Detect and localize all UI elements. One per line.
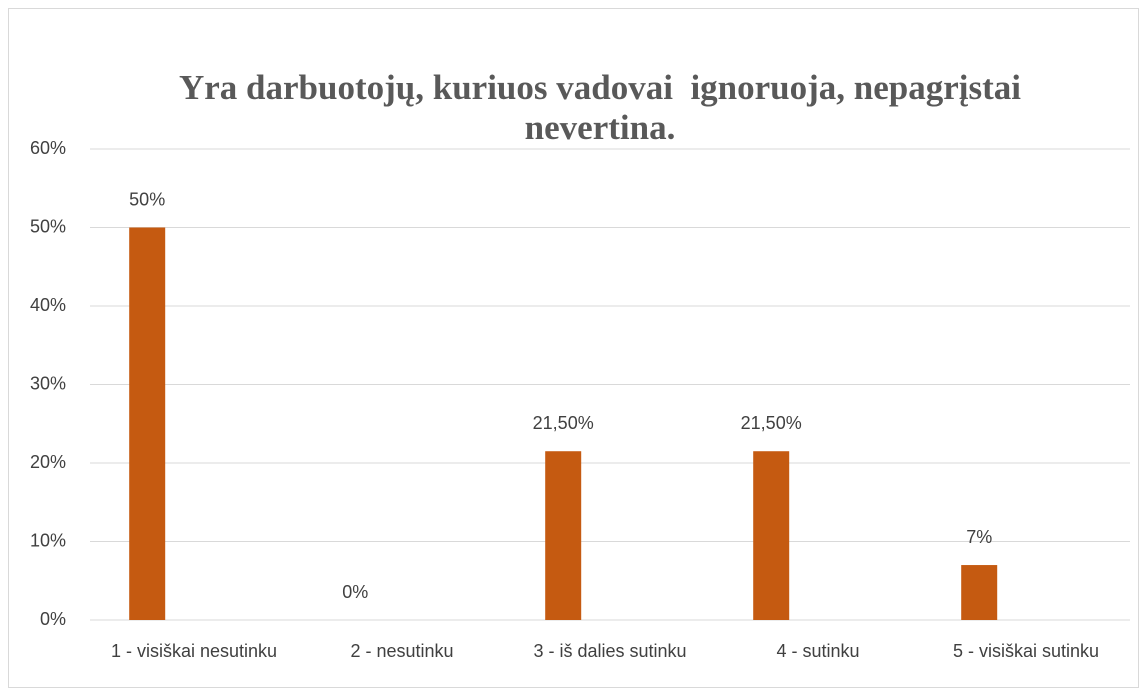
y-tick-label: 60% [30, 138, 66, 158]
y-tick-label: 10% [30, 530, 66, 550]
y-tick-label: 0% [40, 609, 66, 629]
y-tick-label: 20% [30, 452, 66, 472]
bar [961, 565, 998, 620]
data-label: 7% [966, 527, 992, 547]
x-tick-label: 3 - iš dalies sutinku [533, 641, 686, 661]
data-label: 50% [129, 189, 165, 209]
data-label: 21,50% [741, 413, 802, 433]
x-tick-label: 1 - visiškai nesutinku [111, 641, 277, 661]
bar [545, 451, 582, 620]
data-label: 21,50% [533, 413, 594, 433]
x-tick-label: 4 - sutinku [776, 641, 859, 661]
y-tick-label: 30% [30, 373, 66, 393]
bar [753, 451, 790, 620]
y-tick-label: 50% [30, 216, 66, 236]
x-tick-label: 5 - visiškai sutinku [953, 641, 1099, 661]
x-tick-label: 2 - nesutinku [350, 641, 453, 661]
chart-title: Yra darbuotojų, kuriuos vadovai ignoruoj… [178, 68, 1030, 147]
bar [129, 227, 166, 620]
y-tick-label: 40% [30, 295, 66, 315]
data-label: 0% [342, 582, 368, 602]
